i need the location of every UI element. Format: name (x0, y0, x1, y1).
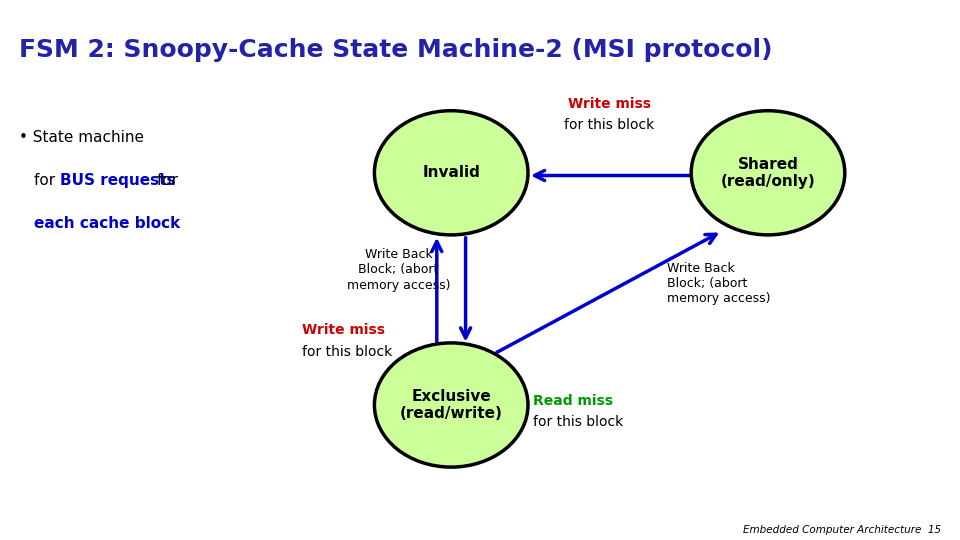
Text: Write miss: Write miss (302, 323, 385, 338)
Text: for this block: for this block (302, 345, 393, 359)
Text: each cache block: each cache block (34, 216, 180, 231)
Ellipse shape (691, 111, 845, 235)
Text: • State machine: • State machine (19, 130, 144, 145)
Text: Exclusive
(read/write): Exclusive (read/write) (399, 389, 503, 421)
Text: Read miss: Read miss (533, 394, 612, 408)
Text: for: for (34, 173, 60, 188)
Text: Invalid: Invalid (422, 165, 480, 180)
Ellipse shape (374, 111, 528, 235)
Text: FSM 2: Snoopy-Cache State Machine-2 (MSI protocol): FSM 2: Snoopy-Cache State Machine-2 (MSI… (19, 38, 773, 62)
Text: Write Back
Block; (abort
memory access): Write Back Block; (abort memory access) (347, 248, 450, 292)
Ellipse shape (374, 343, 528, 467)
Text: Shared
(read/only): Shared (read/only) (721, 157, 815, 189)
Text: Write Back
Block; (abort
memory access): Write Back Block; (abort memory access) (667, 262, 771, 305)
Text: Embedded Computer Architecture  15: Embedded Computer Architecture 15 (743, 524, 941, 535)
Text: Write miss: Write miss (568, 97, 651, 111)
Text: for this block: for this block (533, 415, 623, 429)
Text: for: for (152, 173, 178, 188)
Text: BUS requests: BUS requests (60, 173, 176, 188)
Text: for this block: for this block (564, 118, 655, 132)
